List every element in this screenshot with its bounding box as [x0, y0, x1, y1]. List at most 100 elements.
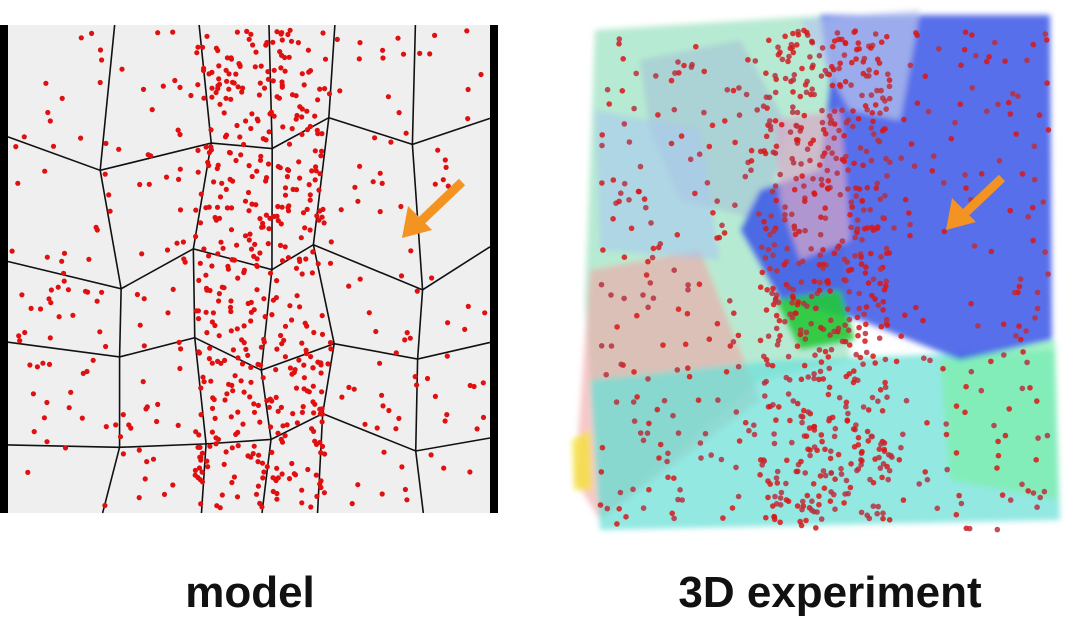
particle — [857, 145, 864, 151]
particle — [789, 109, 796, 116]
particle — [860, 404, 867, 410]
particle — [671, 267, 677, 274]
particle — [297, 175, 303, 181]
particle — [880, 510, 886, 516]
particle — [878, 39, 885, 45]
particle — [877, 280, 883, 287]
particle — [862, 103, 869, 109]
particle — [321, 490, 327, 496]
particle — [837, 82, 843, 88]
particle — [44, 439, 50, 445]
particle — [714, 320, 721, 327]
particle — [200, 374, 206, 380]
particle — [827, 113, 833, 119]
particle — [645, 304, 651, 311]
particle — [164, 247, 171, 253]
particle — [273, 367, 279, 373]
particle — [763, 357, 770, 363]
particle — [412, 374, 418, 380]
particle — [871, 131, 877, 137]
particle — [772, 493, 778, 500]
particle — [822, 205, 828, 211]
particle — [799, 65, 805, 72]
particle — [859, 198, 865, 204]
particle — [234, 122, 240, 129]
particle — [782, 318, 788, 325]
particle — [327, 260, 334, 266]
particle — [282, 244, 288, 250]
particle — [647, 280, 654, 286]
particle — [379, 392, 385, 398]
particle — [1007, 497, 1014, 503]
particle — [315, 97, 321, 103]
particle — [270, 297, 276, 303]
particle — [634, 394, 640, 400]
particle — [334, 36, 340, 43]
particle — [811, 444, 818, 450]
particle — [239, 89, 245, 95]
particle — [1041, 488, 1048, 495]
particle — [855, 434, 862, 441]
particle — [772, 118, 779, 124]
particle — [704, 180, 711, 186]
particle — [243, 118, 249, 124]
particle — [213, 45, 219, 51]
particle — [799, 506, 805, 513]
particle — [271, 113, 277, 119]
particle — [835, 451, 842, 458]
particle — [1017, 276, 1024, 282]
particle — [260, 375, 266, 381]
particle — [193, 233, 199, 240]
particle — [282, 433, 288, 439]
particle — [286, 141, 293, 147]
particle — [859, 458, 865, 464]
particle — [66, 405, 72, 411]
particle — [718, 456, 725, 463]
particle — [198, 501, 204, 507]
particle — [842, 491, 848, 497]
particle — [141, 343, 147, 349]
particle — [257, 216, 263, 222]
particle — [880, 515, 886, 522]
particle — [1002, 58, 1008, 64]
particle — [248, 318, 254, 324]
particle — [834, 245, 841, 251]
particle — [876, 335, 883, 342]
particle — [640, 292, 646, 298]
particle — [79, 415, 85, 421]
particle — [869, 394, 876, 401]
particle — [193, 429, 199, 435]
particle — [241, 141, 247, 148]
particle — [317, 481, 323, 487]
particle — [645, 376, 651, 382]
particle — [284, 422, 290, 428]
particle — [211, 396, 217, 403]
particle — [819, 107, 825, 114]
particle — [266, 226, 272, 232]
particle — [884, 33, 890, 40]
particle — [355, 198, 361, 204]
particle — [86, 256, 92, 262]
particle — [770, 149, 777, 155]
particle — [941, 228, 948, 235]
particle — [887, 159, 893, 166]
particle — [764, 287, 770, 293]
particle — [886, 95, 893, 102]
particle — [289, 126, 295, 132]
particle — [819, 45, 826, 51]
particle — [388, 139, 394, 145]
particle — [805, 374, 811, 380]
particle — [984, 108, 990, 115]
particle — [701, 68, 707, 75]
particle — [142, 476, 148, 482]
particle — [807, 157, 813, 164]
particle — [254, 168, 260, 174]
particle — [808, 320, 814, 327]
particle — [241, 340, 247, 346]
particle — [48, 300, 54, 306]
particle — [386, 407, 392, 414]
particle — [883, 245, 890, 252]
particle — [816, 501, 822, 508]
particle — [1002, 432, 1009, 439]
particle — [287, 303, 293, 309]
